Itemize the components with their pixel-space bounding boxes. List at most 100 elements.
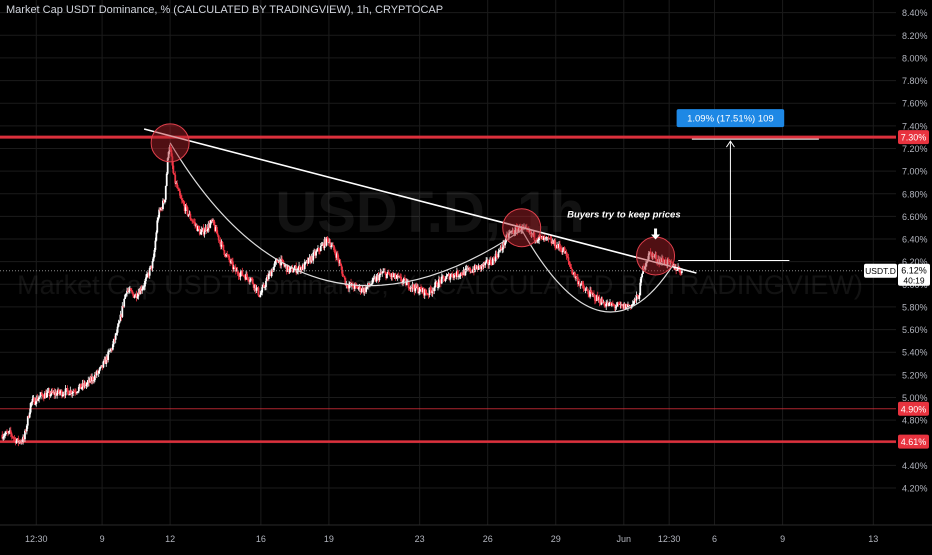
candle-body — [361, 287, 364, 291]
candle-body — [568, 261, 571, 265]
candle-body — [566, 256, 569, 258]
candle-body — [41, 392, 43, 395]
candle-body — [661, 258, 663, 263]
candle-body — [446, 274, 449, 277]
candle-body — [145, 273, 148, 278]
candle-body — [346, 283, 349, 287]
candle-body — [356, 286, 359, 290]
candle-body — [196, 224, 198, 231]
candle-body — [179, 190, 181, 196]
candle-body — [509, 231, 512, 233]
x-tick-label: Jun — [617, 534, 632, 544]
candle-body — [133, 296, 136, 298]
candle-body — [316, 250, 318, 252]
candle-body — [38, 397, 41, 399]
candle-body — [445, 276, 448, 280]
candle-body — [93, 374, 96, 381]
candle-body — [214, 225, 216, 232]
candle-body — [375, 276, 378, 282]
candle-body — [9, 430, 12, 434]
candle-body — [555, 247, 558, 249]
candle-body — [536, 240, 539, 242]
y-tick-label: 8.00% — [902, 53, 928, 63]
candle-body — [55, 392, 58, 396]
candle-body — [7, 431, 10, 433]
candle-body — [641, 273, 644, 278]
candle-body — [617, 302, 620, 304]
candle-body — [4, 434, 7, 436]
candle-body — [559, 248, 562, 250]
candle-body — [30, 401, 33, 404]
candle-body — [510, 230, 513, 232]
y-tick-label: 5.00% — [902, 393, 928, 403]
candle-body — [111, 344, 114, 350]
candle-body — [205, 227, 208, 231]
candle-body — [344, 277, 347, 286]
candle-body — [37, 398, 40, 401]
candle-body — [99, 366, 102, 369]
candle-body — [352, 287, 355, 289]
candle-body — [562, 247, 565, 251]
candle-body — [160, 207, 162, 210]
candle-body — [313, 251, 316, 253]
candle-body — [18, 440, 21, 443]
candle-body — [131, 291, 134, 294]
y-tick-label: 5.60% — [902, 325, 928, 335]
y-tick-label: 7.00% — [902, 167, 928, 177]
candle-body — [430, 290, 433, 294]
candle-body — [20, 441, 23, 443]
candle-body — [82, 382, 85, 387]
candle-body — [599, 302, 602, 305]
candle-body — [226, 253, 229, 256]
candle-body — [504, 242, 506, 246]
candle-body — [360, 290, 363, 292]
candle-body — [482, 263, 485, 267]
candle-body — [614, 306, 617, 308]
candle-body — [201, 228, 204, 231]
candle-body — [553, 240, 556, 244]
y-tick-label: 5.40% — [902, 348, 928, 358]
candle-body — [527, 229, 530, 232]
candle-body — [176, 183, 179, 188]
candle-body — [171, 156, 174, 166]
candle-body — [35, 397, 38, 404]
candle-body — [654, 254, 657, 257]
y-tick-label: 6.40% — [902, 235, 928, 245]
candle-body — [274, 261, 277, 264]
candle-body — [465, 268, 468, 270]
candle-body — [335, 253, 337, 258]
candle-body — [135, 294, 138, 298]
candle-body — [6, 431, 8, 433]
countdown-label: 40:19 — [903, 276, 925, 286]
candle-body — [343, 275, 346, 278]
candle-body — [371, 278, 374, 284]
candle-body — [378, 274, 381, 281]
candle-body — [191, 220, 194, 222]
candle-body — [393, 273, 396, 276]
candle-body — [364, 287, 367, 292]
candle-body — [552, 241, 555, 244]
candle-body — [530, 233, 533, 235]
candle-body — [248, 280, 250, 282]
candle-body — [152, 256, 155, 262]
candle-body — [44, 393, 47, 398]
candle-body — [389, 275, 392, 277]
candle-body — [403, 278, 405, 281]
candle-body — [359, 286, 362, 292]
candle-body — [79, 383, 82, 389]
candle-body — [185, 205, 188, 208]
candle-body — [147, 273, 150, 276]
candle-body — [208, 223, 211, 228]
candle-body — [414, 284, 417, 292]
candle-body — [261, 287, 264, 293]
candle-body — [651, 253, 654, 258]
candle-body — [321, 243, 324, 246]
candle-body — [63, 394, 66, 396]
candle-body — [385, 272, 387, 279]
candle-body — [56, 393, 58, 396]
candle-body — [529, 230, 532, 235]
candle-body — [158, 209, 161, 218]
candle-body — [655, 254, 658, 262]
